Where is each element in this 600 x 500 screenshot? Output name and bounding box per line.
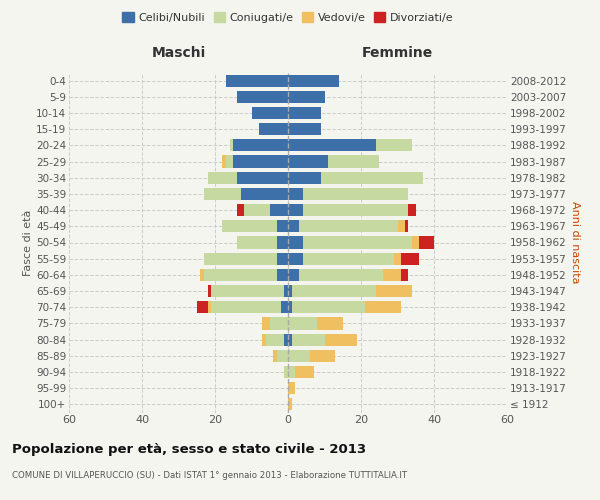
Bar xyxy=(222,156,226,168)
Bar xyxy=(200,269,204,281)
Bar xyxy=(284,285,288,297)
Bar xyxy=(302,204,409,216)
Bar xyxy=(197,301,208,314)
Bar xyxy=(288,285,292,297)
Bar xyxy=(376,140,412,151)
Bar xyxy=(223,220,277,232)
Legend: Celibi/Nubili, Coniugati/e, Vedovi/e, Divorziati/e: Celibi/Nubili, Coniugati/e, Vedovi/e, Di… xyxy=(118,8,458,28)
Bar xyxy=(274,350,277,362)
Bar xyxy=(365,301,401,314)
Bar xyxy=(277,236,288,248)
Bar xyxy=(237,204,244,216)
Bar xyxy=(211,285,284,297)
Bar xyxy=(288,156,328,168)
Bar xyxy=(317,318,343,330)
Bar xyxy=(230,140,233,151)
Bar xyxy=(266,334,284,345)
Y-axis label: Fasce di età: Fasce di età xyxy=(23,210,33,276)
Y-axis label: Anni di nascita: Anni di nascita xyxy=(571,201,580,283)
Bar xyxy=(208,301,211,314)
Bar xyxy=(288,301,292,314)
Bar xyxy=(419,236,434,248)
Bar xyxy=(288,107,321,119)
Bar xyxy=(288,398,292,410)
Bar xyxy=(288,172,321,184)
Bar xyxy=(302,236,412,248)
Bar xyxy=(233,140,288,151)
Bar xyxy=(288,318,317,330)
Bar xyxy=(262,318,270,330)
Bar xyxy=(295,366,314,378)
Bar xyxy=(259,123,288,135)
Bar xyxy=(284,366,288,378)
Bar xyxy=(204,188,241,200)
Bar xyxy=(412,236,419,248)
Bar xyxy=(328,156,379,168)
Bar xyxy=(226,156,233,168)
Bar xyxy=(277,269,288,281)
Bar xyxy=(288,188,302,200)
Text: COMUNE DI VILLAPERUCCIO (SU) - Dati ISTAT 1° gennaio 2013 - Elaborazione TUTTITA: COMUNE DI VILLAPERUCCIO (SU) - Dati ISTA… xyxy=(12,471,407,480)
Bar xyxy=(288,74,339,86)
Text: Maschi: Maschi xyxy=(151,46,206,60)
Bar xyxy=(310,350,335,362)
Bar xyxy=(277,350,288,362)
Bar xyxy=(237,236,277,248)
Bar xyxy=(394,252,401,265)
Bar xyxy=(281,301,288,314)
Bar xyxy=(288,252,302,265)
Bar xyxy=(237,90,288,103)
Text: Femmine: Femmine xyxy=(362,46,433,60)
Bar xyxy=(277,220,288,232)
Bar xyxy=(277,252,288,265)
Bar xyxy=(292,301,365,314)
Bar xyxy=(409,204,416,216)
Bar xyxy=(299,269,383,281)
Bar xyxy=(288,334,292,345)
Bar xyxy=(401,252,419,265)
Bar xyxy=(288,90,325,103)
Bar xyxy=(237,172,288,184)
Bar xyxy=(241,188,288,200)
Bar xyxy=(288,350,310,362)
Bar xyxy=(398,220,405,232)
Bar xyxy=(270,318,288,330)
Bar xyxy=(284,334,288,345)
Bar xyxy=(302,252,394,265)
Bar xyxy=(262,334,266,345)
Bar xyxy=(288,220,299,232)
Bar xyxy=(292,285,376,297)
Bar xyxy=(288,236,302,248)
Bar xyxy=(270,204,288,216)
Bar xyxy=(302,188,409,200)
Bar xyxy=(251,107,288,119)
Bar xyxy=(233,156,288,168)
Bar xyxy=(376,285,412,297)
Bar xyxy=(288,366,295,378)
Bar xyxy=(325,334,358,345)
Bar xyxy=(208,285,211,297)
Bar xyxy=(208,172,237,184)
Bar xyxy=(288,382,295,394)
Bar xyxy=(288,123,321,135)
Bar xyxy=(292,334,325,345)
Bar xyxy=(211,301,281,314)
Text: Popolazione per età, sesso e stato civile - 2013: Popolazione per età, sesso e stato civil… xyxy=(12,442,366,456)
Bar xyxy=(383,269,401,281)
Bar xyxy=(288,204,302,216)
Bar xyxy=(401,269,409,281)
Bar xyxy=(226,74,288,86)
Bar xyxy=(204,252,277,265)
Bar xyxy=(288,140,376,151)
Bar xyxy=(405,220,409,232)
Bar xyxy=(244,204,270,216)
Bar xyxy=(288,269,299,281)
Bar xyxy=(204,269,277,281)
Bar xyxy=(321,172,423,184)
Bar xyxy=(299,220,398,232)
